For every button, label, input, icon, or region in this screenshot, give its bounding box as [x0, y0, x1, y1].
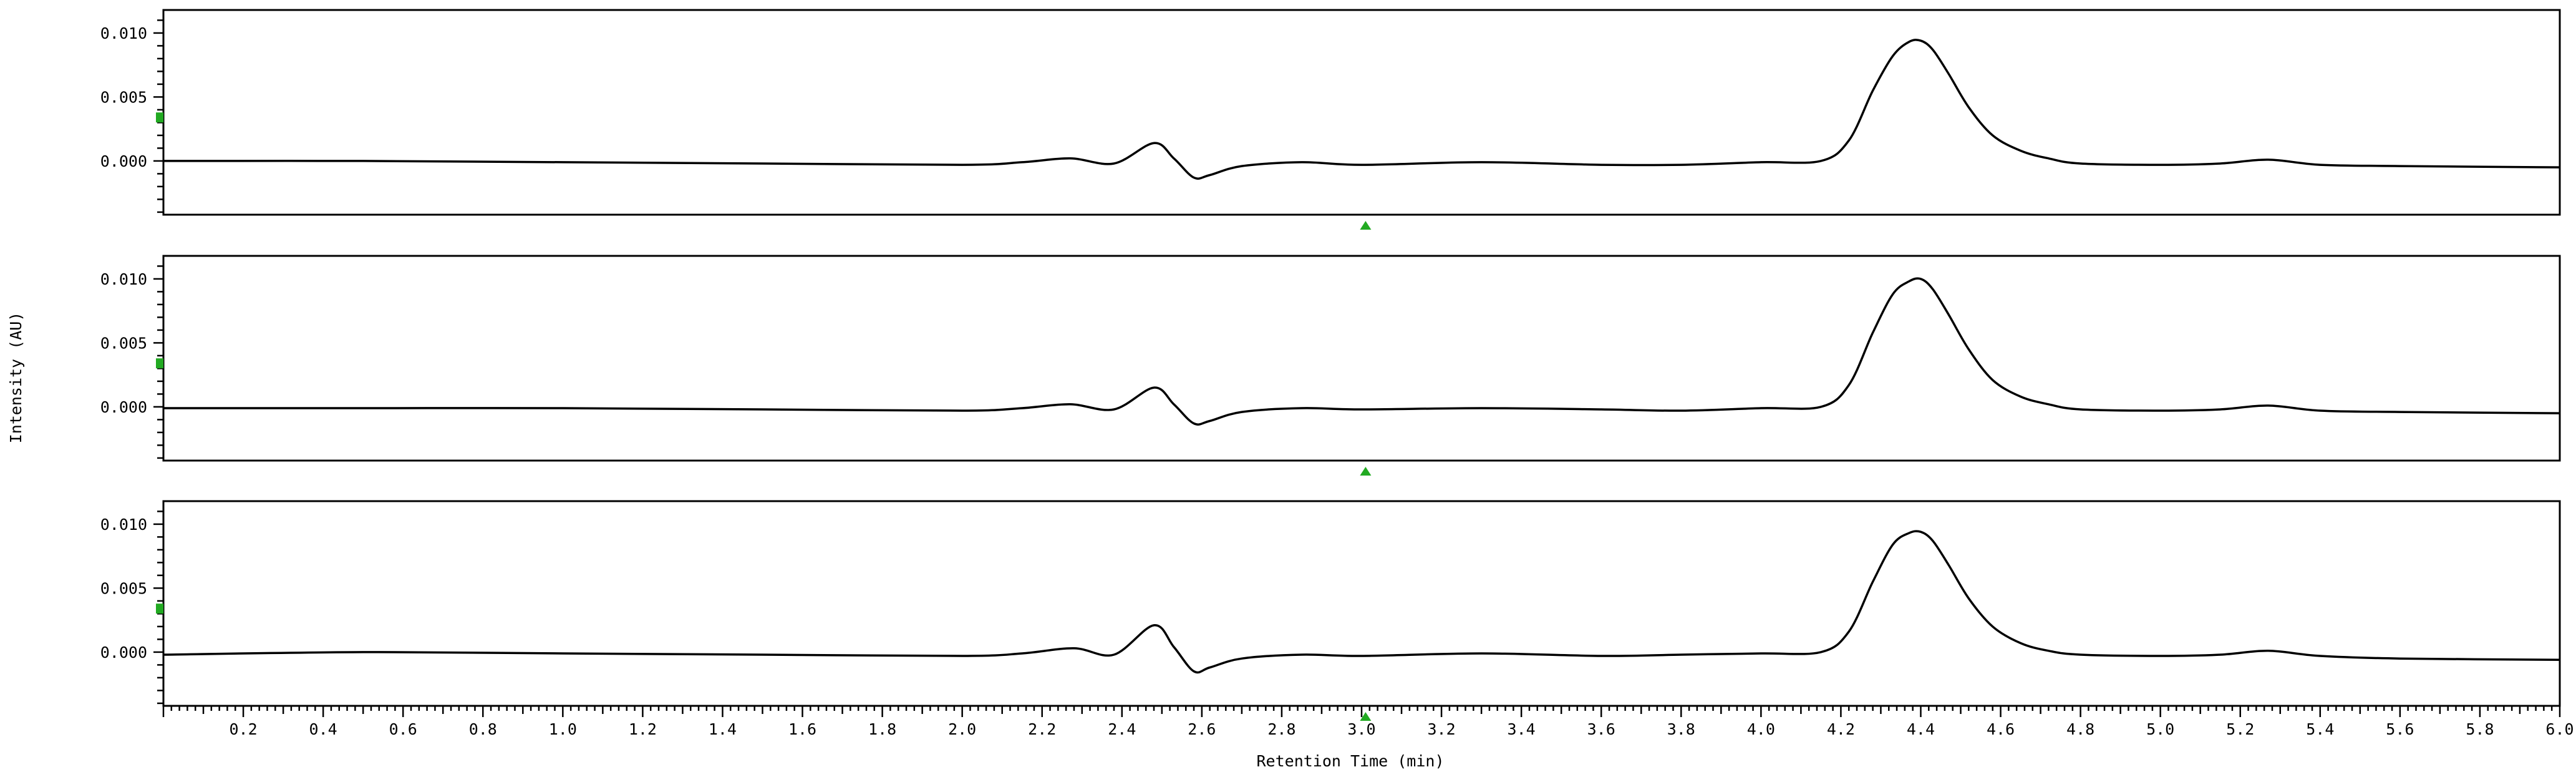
x-tick-label: 2.2: [1028, 720, 1056, 738]
time-marker: [1360, 467, 1372, 476]
chart-panel-1: 0.000 0.005 0.010: [100, 9, 2561, 230]
panel-frame: [162, 9, 2561, 216]
x-tick-label: 2.4: [1108, 720, 1136, 738]
x-tick-label: 4.2: [1827, 720, 1855, 738]
x-tick-label: 2.8: [1267, 720, 1295, 738]
y-tick-label: 0.005: [100, 88, 147, 106]
x-tick-label: 3.4: [1508, 720, 1536, 738]
x-tick-label: 0.4: [309, 720, 337, 738]
x-tick-label: 0.2: [229, 720, 257, 738]
x-tick-label: 6.0: [2545, 720, 2574, 738]
chart-panel-3: 0.000 0.005 0.010: [100, 500, 2561, 721]
y-axis-marker: [156, 358, 163, 369]
x-tick-label: 4.6: [1987, 720, 2015, 738]
x-tick-label: 0.8: [469, 720, 497, 738]
y-tick-label: 0.005: [100, 579, 147, 597]
x-tick-label: 1.6: [788, 720, 816, 738]
x-axis-title: Retention Time (min): [1256, 752, 1444, 770]
time-marker: [1360, 221, 1372, 230]
y-tick-label: 0.010: [100, 24, 147, 42]
x-tick-label: 1.4: [709, 720, 737, 738]
y-tick-label: 0.010: [100, 515, 147, 534]
x-tick-label: 1.8: [868, 720, 896, 738]
x-tick-label: 3.0: [1347, 720, 1375, 738]
x-tick-label: 5.4: [2306, 720, 2334, 738]
y-tick-label: 0.005: [100, 334, 147, 352]
y-tick-label: 0.000: [100, 643, 147, 662]
x-tick-label: 4.4: [1907, 720, 1935, 738]
panel-frame: [162, 255, 2561, 462]
series-line-1: [163, 39, 2560, 180]
x-tick-label: 5.6: [2386, 720, 2414, 738]
x-tick-label: 1.2: [629, 720, 657, 738]
x-axis: 0.2 0.4 0.6 0.8 1.0 1.2 1.4 1.6 1.8 2.0 2.2 2.4 2.6 2…: [162, 706, 2574, 738]
x-tick-label: 5.8: [2466, 720, 2494, 738]
y-tick-label: 0.000: [100, 398, 147, 416]
y-tick-label: 0.010: [100, 270, 147, 288]
time-marker: [1360, 712, 1372, 721]
y-axis-marker: [156, 603, 163, 614]
y-axis-marker: [156, 112, 163, 123]
y-tick-label: 0.000: [100, 152, 147, 170]
x-tick-label: 0.6: [389, 720, 417, 738]
x-tick-label: 1.0: [549, 720, 577, 738]
x-tick-label: 2.0: [948, 720, 976, 738]
x-tick-label: 5.0: [2146, 720, 2174, 738]
x-tick-label: 4.8: [2066, 720, 2094, 738]
x-tick-label: 3.6: [1587, 720, 1615, 738]
chart-panels: 0.000 0.005 0.010 0.000 0.005 0.010 0.000 0.005…: [100, 9, 2561, 721]
x-tick-label: 2.6: [1188, 720, 1216, 738]
x-tick-label: 4.0: [1747, 720, 1775, 738]
x-tick-label: 3.2: [1427, 720, 1455, 738]
series-line-3: [163, 530, 2560, 674]
series-line-2: [163, 277, 2560, 426]
x-tick-label: 5.2: [2226, 720, 2254, 738]
panel-frame: [162, 500, 2561, 707]
y-axis-title: Intensity (AU): [7, 312, 25, 444]
chart-panel-2: 0.000 0.005 0.010: [100, 255, 2561, 476]
x-tick-label: 3.8: [1667, 720, 1695, 738]
